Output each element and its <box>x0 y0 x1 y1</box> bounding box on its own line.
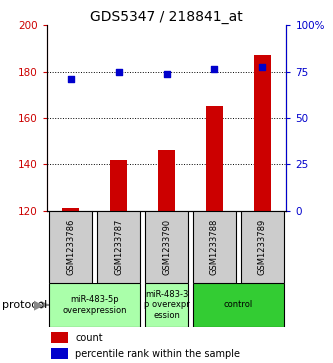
Bar <box>206 106 223 211</box>
Point <box>164 71 169 77</box>
Text: miR-483-5p
overexpression: miR-483-5p overexpression <box>62 295 127 315</box>
Bar <box>145 211 188 283</box>
Point <box>260 64 265 70</box>
Text: GSM1233788: GSM1233788 <box>210 219 219 275</box>
Bar <box>97 211 140 283</box>
Bar <box>158 150 175 211</box>
Text: ▶: ▶ <box>34 298 43 311</box>
Bar <box>241 211 284 283</box>
Bar <box>193 283 284 327</box>
Text: GSM1233787: GSM1233787 <box>114 219 123 275</box>
Title: GDS5347 / 218841_at: GDS5347 / 218841_at <box>90 11 243 24</box>
Text: GSM1233789: GSM1233789 <box>258 219 267 275</box>
Text: percentile rank within the sample: percentile rank within the sample <box>75 349 240 359</box>
Point <box>116 69 121 75</box>
Bar <box>110 160 127 211</box>
Bar <box>49 211 92 283</box>
Bar <box>51 332 68 343</box>
Text: count: count <box>75 333 103 343</box>
Text: protocol: protocol <box>2 300 47 310</box>
Bar <box>49 283 140 327</box>
Bar <box>62 208 79 211</box>
Bar <box>51 348 68 359</box>
Bar <box>193 211 236 283</box>
Bar <box>254 56 271 211</box>
Text: GSM1233790: GSM1233790 <box>162 219 171 275</box>
Text: GSM1233786: GSM1233786 <box>66 219 75 275</box>
Point <box>212 66 217 72</box>
Text: control: control <box>224 301 253 309</box>
Point <box>68 76 73 82</box>
Bar <box>145 283 188 327</box>
Text: miR-483-3
p overexpr
ession: miR-483-3 p overexpr ession <box>144 290 189 320</box>
